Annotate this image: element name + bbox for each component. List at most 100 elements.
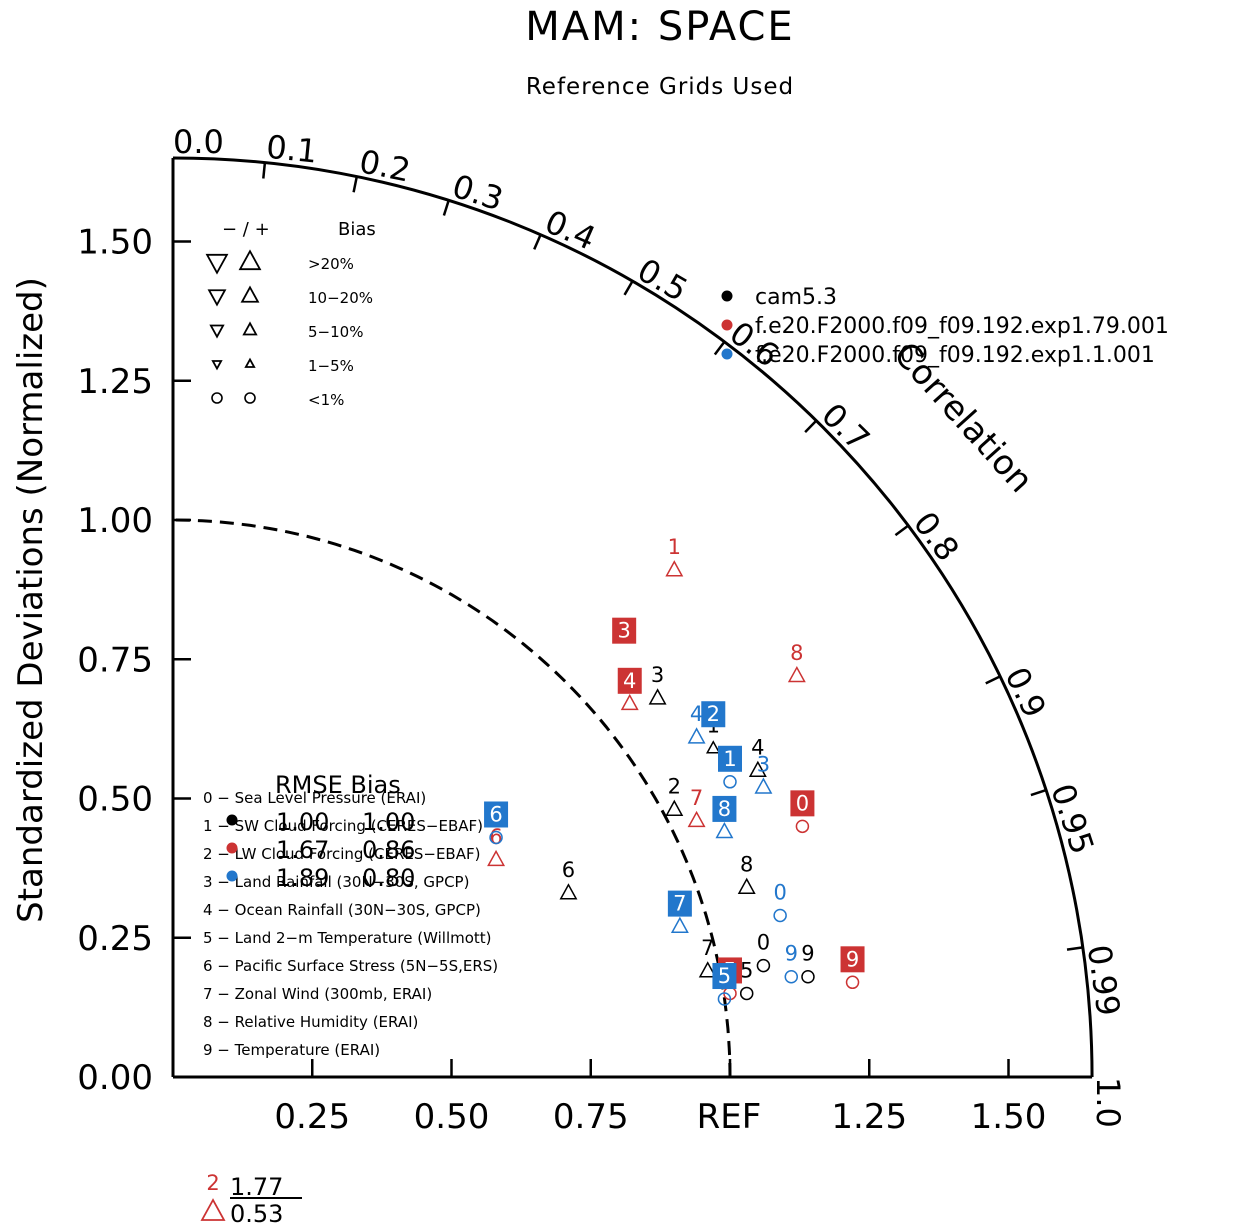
bias-legend-label: 1−5% bbox=[308, 357, 354, 375]
corr-tick-label: 1.0 bbox=[1089, 1077, 1127, 1128]
point-label: 8 bbox=[790, 641, 803, 665]
point-label: 9 bbox=[801, 942, 814, 966]
point-label: 7 bbox=[690, 786, 703, 810]
bias-value: 0.86 bbox=[362, 836, 415, 864]
bias-legend-label: >20% bbox=[308, 255, 354, 273]
rmse-value: 1.67 bbox=[276, 836, 329, 864]
circle-marker bbox=[845, 975, 860, 990]
point-label: 2 bbox=[668, 775, 681, 799]
up-triangle-marker bbox=[665, 560, 684, 577]
outlier-annotation: 2 1.770.53 bbox=[200, 1171, 302, 1227]
point-label: 3 bbox=[651, 663, 664, 687]
variable-legend: 0 − Sea Level Pressure (ERAI) 1 − SW Clou… bbox=[203, 771, 498, 1059]
point-label: 3 bbox=[617, 619, 630, 643]
circle-marker bbox=[795, 819, 810, 834]
corr-tick-label: 0.9 bbox=[997, 661, 1053, 723]
x-tick-label: 0.50 bbox=[414, 1097, 490, 1137]
up-triangle-marker bbox=[748, 760, 767, 777]
x-tick-label: 1.50 bbox=[971, 1097, 1047, 1137]
rmse-value: 1.89 bbox=[276, 864, 329, 892]
variable-legend-entry: 7 − Zonal Wind (300mb, ERAI) bbox=[203, 985, 432, 1003]
y-tick-label: 1.25 bbox=[77, 362, 153, 402]
ref-label: REF bbox=[697, 1097, 762, 1137]
circle-marker bbox=[773, 908, 787, 923]
variable-legend-entry: 4 − Ocean Rainfall (30N−30S, GPCP) bbox=[203, 901, 481, 919]
bias-value: 1.00 bbox=[362, 808, 415, 836]
data-points: 01234567890134567890123456789 bbox=[484, 535, 865, 1006]
bias-legend: − / + Bias >20% 10−20% 5−10% 1−5% <1% bbox=[205, 219, 376, 409]
point-label: 0 bbox=[796, 791, 809, 815]
up-triangle-marker bbox=[620, 693, 639, 711]
variable-legend-entry: 0 − Sea Level Pressure (ERAI) bbox=[203, 789, 426, 807]
point-label: 4 bbox=[690, 702, 703, 726]
point-label: 6 bbox=[489, 802, 502, 826]
point-label: 4 bbox=[623, 669, 636, 693]
corr-tick-label: 0.2 bbox=[356, 142, 413, 189]
chart-subtitle: Reference Grids Used bbox=[526, 74, 794, 100]
point-label: 6 bbox=[562, 858, 575, 882]
up-triangle-marker bbox=[559, 883, 578, 900]
up-triangle-marker bbox=[244, 357, 256, 368]
bias-legend-label: 10−20% bbox=[308, 289, 373, 307]
y-tick-label: 1.50 bbox=[77, 223, 153, 263]
point-label: 8 bbox=[718, 797, 731, 821]
x-tick-label: 1.25 bbox=[831, 1097, 907, 1137]
outlier-value-1: 1.77 bbox=[230, 1173, 283, 1201]
point-label-box bbox=[612, 617, 637, 644]
point-label-box bbox=[617, 667, 642, 694]
bias-legend-header: Bias bbox=[338, 219, 376, 240]
point-label: 9 bbox=[785, 942, 798, 966]
up-triangle-marker bbox=[698, 961, 717, 978]
point-label: 6 bbox=[489, 825, 502, 849]
up-triangle-marker bbox=[487, 849, 506, 867]
point-label-box bbox=[667, 890, 692, 917]
rmse-bias-header: RMSE Bias bbox=[275, 771, 401, 799]
up-triangle-marker bbox=[715, 821, 734, 839]
point-label: 7 bbox=[701, 936, 714, 960]
corr-tick-label: 0.4 bbox=[539, 203, 601, 258]
bias-legend-sign: − / + bbox=[222, 219, 270, 240]
variable-legend-entry: 3 − Land Rainfall (30N−30S, GPCP) bbox=[203, 873, 469, 891]
bias-legend-label: 5−10% bbox=[308, 323, 363, 341]
point-label-box bbox=[712, 963, 737, 990]
variable-legend-entry: 1 − SW Cloud Forcing (CERES−EBAF) bbox=[203, 817, 483, 835]
point-label: 8 bbox=[740, 853, 753, 877]
up-triangle-marker bbox=[670, 916, 689, 933]
corr-tick bbox=[442, 199, 450, 216]
point-label-box bbox=[701, 701, 726, 728]
model-legend-dot bbox=[721, 348, 733, 360]
model-legend-dot bbox=[721, 319, 733, 331]
corr-tick bbox=[533, 234, 542, 250]
corr-tick bbox=[352, 176, 359, 193]
outlier-value-2: 0.53 bbox=[230, 1200, 283, 1227]
circle-marker bbox=[784, 969, 799, 984]
y-tick-label: 0.50 bbox=[77, 780, 153, 820]
outer-arc bbox=[172, 156, 1094, 1078]
point-label-box bbox=[484, 801, 509, 828]
point-label: 0 bbox=[773, 880, 786, 904]
corr-tick-label: 0.7 bbox=[814, 396, 877, 459]
corr-tick bbox=[1030, 788, 1047, 797]
up-triangle-marker bbox=[648, 688, 667, 705]
corr-tick bbox=[985, 675, 1001, 685]
y-tick-label: 1.00 bbox=[77, 501, 153, 541]
down-triangle-marker bbox=[211, 360, 223, 371]
variable-legend-entry: 8 − Relative Humidity (ERAI) bbox=[203, 1013, 418, 1031]
rmse-bias-dot bbox=[226, 842, 238, 854]
circle-marker bbox=[717, 992, 732, 1006]
point-label-box bbox=[712, 795, 737, 822]
chart-title: MAM: SPACE bbox=[525, 4, 794, 50]
down-triangle-marker bbox=[205, 253, 229, 275]
corr-tick-label: 0.5 bbox=[631, 251, 694, 309]
model-legend-name: cam5.3 bbox=[755, 285, 837, 310]
corr-tick-label: 0.1 bbox=[265, 128, 319, 171]
y-tick-label: 0.00 bbox=[77, 1058, 153, 1098]
point-label: 5 bbox=[718, 964, 731, 988]
point-label-box bbox=[790, 790, 815, 817]
corr-tick-label: 0.8 bbox=[906, 505, 967, 569]
rmse-bias-dot bbox=[226, 814, 238, 826]
up-triangle-marker bbox=[240, 285, 260, 303]
bias-legend-circle-plus bbox=[244, 392, 256, 404]
corr-tick bbox=[713, 341, 726, 356]
